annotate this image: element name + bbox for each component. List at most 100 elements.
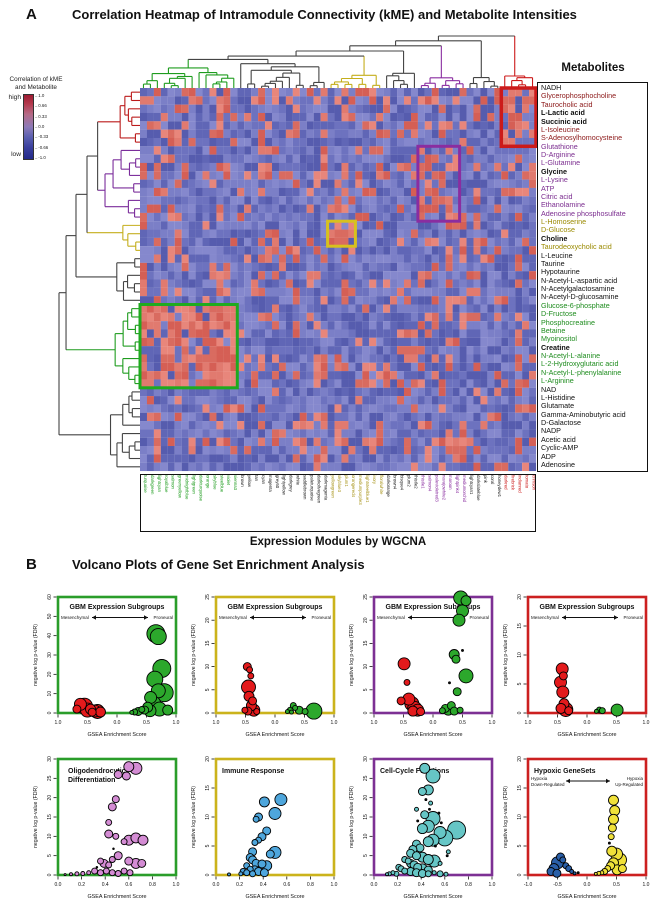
x-tick-label: 1.0 <box>173 720 180 726</box>
module-label: royalblue <box>163 475 169 493</box>
heatmap-cells <box>140 88 537 472</box>
y-tick-label: 15 <box>363 640 369 646</box>
top-dendrogram <box>142 35 534 88</box>
module-label: steelblue <box>219 475 225 493</box>
metabolite-label: L-2-Hydroxyglutaric acid <box>541 359 619 369</box>
y-tick-label: 15 <box>205 785 211 791</box>
volcano-plot-immune-response: 0.0 0.2 0.4 0.6 0.8 1.0 0 5 10 15 20 GSEA Enrichmen… <box>191 756 338 900</box>
legend-title: Correlation of kME and Metabolite <box>9 76 63 91</box>
y-axis-label: negative log p-value (FDR) <box>191 786 197 848</box>
plot-title: Hypoxic GeneSets <box>534 768 596 775</box>
volcano-plot-gbm-subgroups-3: 1.0 0.5 0.0 0.5 1.0 0 5 10 15 20 25 GSEA Enrichment… <box>349 590 496 738</box>
module-label: greenyellow <box>177 475 183 498</box>
y-tick-label: 40 <box>47 633 53 639</box>
y-axis-label: negative log p-value (FDR) <box>503 624 509 686</box>
panel-a-label: A <box>26 6 37 23</box>
module-label: mediumpurple3 <box>358 475 363 505</box>
x-tick-label: 0.0 <box>430 720 437 726</box>
metabolite-label: Phosphocreatine <box>541 317 595 327</box>
annotation-left: Mesenchymal <box>219 615 247 620</box>
x-tick-label: 0.0 <box>272 720 279 726</box>
y-tick-label: 10 <box>47 833 53 839</box>
metabolite-label: Citric acid <box>541 191 573 201</box>
metabolite-label: L-Lactic acid <box>541 108 585 118</box>
x-tick-label: -0.5 <box>553 882 562 888</box>
volcano-plot-oligodendrocytic-differentiation: 0.0 0.2 0.4 0.6 0.8 1.0 0 5 10 15 20 25 30 GSEA Enric… <box>33 756 180 900</box>
x-tick-label: 0.0 <box>213 882 220 888</box>
y-tick-label: 10 <box>205 814 211 820</box>
x-tick-label: 0.5 <box>554 720 561 726</box>
legend-tick: 0.0 <box>35 124 48 129</box>
metabolite-label: L-Glutamine <box>541 158 581 168</box>
x-axis-label: GSEA Enrichment Score <box>87 894 146 900</box>
metabolite-label: Taurocholic acid <box>541 99 593 109</box>
series-mesenchymal <box>72 697 106 719</box>
module-label: bisque4 <box>399 475 405 491</box>
y-tick-label: 15 <box>205 640 211 646</box>
module-label: lightgreen <box>191 475 197 494</box>
y-tick-label: 20 <box>47 795 53 801</box>
y-tick-label: 10 <box>363 833 369 839</box>
module-label: skyblue3 <box>337 475 343 492</box>
series-cell-cycle <box>385 762 467 878</box>
plot-title: GBM Expression Subgroups <box>540 604 635 611</box>
module-label: lightpink4 <box>455 475 461 494</box>
volcano-plot-gbm-subgroups-4: 1.0 0.5 0.0 0.5 1.0 0 5 10 15 20 GSEA Enrichment S… <box>503 594 650 738</box>
y-tick-label: 5 <box>205 688 211 691</box>
y-tick-label: 0 <box>47 711 53 714</box>
x-tick-label: 0.6 <box>441 882 448 888</box>
panel-a-title: Correlation Heatmap of Intramodule Conne… <box>72 7 577 22</box>
metabolite-label: NADP <box>541 426 561 436</box>
metabolite-label: Glutamate <box>541 401 575 411</box>
y-tick-label: 25 <box>47 775 53 781</box>
series-proneural <box>593 703 624 717</box>
metabolites-header: Metabolites <box>561 62 625 74</box>
y-tick-label: 25 <box>205 594 211 600</box>
y-tick-label: 20 <box>363 795 369 801</box>
plot-title: GBM Expression Subgroups <box>228 604 323 611</box>
annotation-right: Proneural <box>311 615 331 620</box>
series-small <box>416 798 449 858</box>
x-tick-label: 0.2 <box>236 882 243 888</box>
module-label: grey60 <box>274 475 280 489</box>
x-tick-label: 0.6 <box>125 882 132 888</box>
metabolite-label: Adenosine phosphosulfate <box>541 208 626 218</box>
module-label: orangered4 <box>351 475 357 497</box>
y-tick-label: 0 <box>517 711 523 714</box>
highlight-box-yellow-module-box <box>326 219 357 248</box>
x-tick-label: 1.0 <box>643 720 650 726</box>
left-dendrogram <box>58 91 140 468</box>
metabolite-label: Hypotaurine <box>541 267 580 277</box>
module-label: tan <box>253 475 259 481</box>
y-tick-label: 15 <box>517 785 523 791</box>
x-tick-label: 1.0 <box>525 720 532 726</box>
y-tick-label: 20 <box>205 756 211 762</box>
y-tick-label: 20 <box>47 671 53 677</box>
metabolite-label: NADH <box>541 83 562 92</box>
x-tick-label: 1.0 <box>213 720 220 726</box>
plot-border <box>372 595 494 715</box>
module-label: darkgreen <box>149 475 155 495</box>
annotation-left: Hypoxia <box>531 776 548 781</box>
series-small <box>448 648 464 685</box>
x-tick-label: -1.0 <box>524 882 533 888</box>
legend-tick: 0.66 <box>35 104 48 109</box>
plot-title: Differentiation <box>68 777 115 784</box>
x-tick-label: 0.8 <box>307 882 314 888</box>
y-tick-label: 10 <box>517 652 523 658</box>
y-tick-label: 0 <box>517 873 523 876</box>
y-axis-label: negative log p-value (FDR) <box>349 624 355 686</box>
x-tick-label: 0.5 <box>613 720 620 726</box>
y-tick-label: 50 <box>47 613 53 619</box>
module-label: indianred <box>517 475 523 493</box>
metabolite-label: Myoinositol <box>541 334 577 344</box>
metabolite-label: L-Lysine <box>541 175 568 185</box>
y-tick-label: 20 <box>517 594 523 600</box>
legend-tick: -0.66 <box>35 145 48 150</box>
annotation-right: Hypoxia <box>627 776 644 781</box>
metabolite-label: D-Galactose <box>541 418 581 427</box>
metabolite-label: Glutathione <box>541 141 578 151</box>
series-proneural <box>438 590 474 716</box>
y-tick-label: 0 <box>363 873 369 876</box>
metabolite-label: L-Leucine <box>541 250 573 260</box>
